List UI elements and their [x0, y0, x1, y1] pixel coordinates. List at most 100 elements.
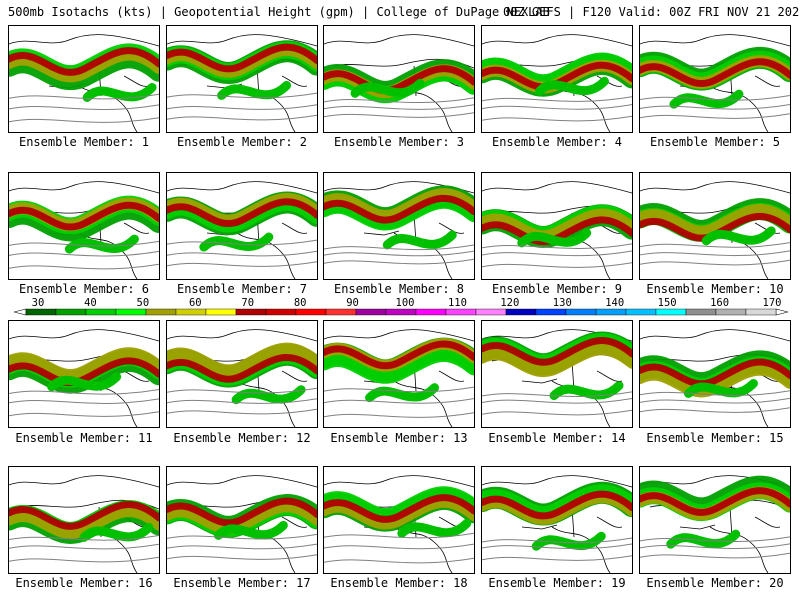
ensemble-member-label: Ensemble Member: 9 [491, 282, 623, 296]
ensemble-member-label: Ensemble Member: 13 [330, 431, 468, 445]
isotach-band [324, 494, 474, 523]
height-contour [640, 543, 790, 549]
legend-tick-label: 90 [346, 297, 359, 309]
height-contour [324, 412, 474, 418]
legend-tick-label: 100 [396, 297, 415, 309]
ensemble-member-label: Ensemble Member: 19 [488, 576, 626, 590]
isotach-band [365, 383, 440, 403]
height-contour [167, 239, 317, 246]
ensemble-map-panel [639, 172, 791, 280]
height-contour [482, 115, 632, 122]
ensemble-member-label: Ensemble Member: 8 [333, 282, 465, 296]
legend-color-swatch [445, 308, 477, 316]
isotach-color-legend: 30 40 50 60 70 80 90 100 110 120 130 140 150 160 170 [13, 297, 789, 316]
legend-color-swatch [175, 308, 207, 316]
legend-color-swatch [625, 308, 657, 316]
legend-tick-label: 70 [241, 297, 254, 309]
isotach-band [167, 342, 317, 377]
height-contour [9, 250, 159, 257]
height-contour [324, 250, 474, 257]
legend-color-swatch [325, 308, 357, 316]
isotach-band [167, 500, 317, 535]
height-contour [482, 243, 632, 249]
height-contour [167, 543, 317, 550]
height-contour [482, 409, 632, 416]
ensemble-member-label: Ensemble Member: 14 [488, 431, 626, 445]
height-contour [9, 117, 159, 123]
height-contour [324, 543, 474, 550]
height-contour [640, 250, 790, 257]
legend-tick-label: 150 [658, 297, 677, 309]
isotach-band [213, 520, 288, 540]
height-contour [640, 242, 790, 248]
ensemble-member-label: Ensemble Member: 6 [18, 282, 150, 296]
ensemble-member-label: Ensemble Member: 4 [491, 135, 623, 149]
legend-color-swatch [415, 308, 447, 316]
height-contour [167, 408, 317, 415]
ensemble-member-label: Ensemble Member: 11 [15, 431, 153, 445]
ensemble-map-panel [166, 466, 318, 574]
height-contour [482, 391, 632, 398]
height-contour [640, 397, 790, 404]
isotach-band [350, 78, 425, 98]
legend-color-swatch [85, 308, 117, 316]
ensemble-member-label: Ensemble Member: 10 [646, 282, 784, 296]
ensemble-map-panel [639, 320, 791, 428]
legend-color-swatch [655, 308, 687, 316]
isotach-band [9, 501, 159, 530]
height-contour [640, 259, 790, 266]
height-contour [167, 261, 317, 267]
height-contour [324, 386, 474, 393]
height-contour [9, 240, 159, 247]
height-contour [167, 554, 317, 560]
ensemble-member-label: Ensemble Member: 12 [173, 431, 311, 445]
legend-color-swatch [595, 308, 627, 316]
legend-tick-label: 30 [32, 297, 45, 309]
height-contour [640, 552, 790, 559]
ensemble-map-panel [8, 172, 160, 280]
isotach-band [549, 381, 624, 401]
height-contour [324, 532, 474, 539]
isotach-band [9, 347, 159, 381]
isotach-band [167, 353, 317, 383]
isotach-band [534, 76, 609, 96]
legend-arrow [13, 308, 27, 316]
height-contour [167, 250, 317, 257]
height-contour [9, 104, 159, 111]
height-contour [640, 95, 790, 101]
ensemble-map-panel [639, 466, 791, 574]
legend-color-swatch [55, 308, 87, 316]
height-contour [9, 388, 159, 395]
isotach-band [640, 358, 790, 388]
height-contour [324, 97, 474, 104]
height-contour [9, 535, 159, 541]
isotach-band [9, 47, 159, 76]
height-contour [640, 407, 790, 413]
ensemble-map-panel [166, 25, 318, 133]
height-contour [9, 398, 159, 404]
isotach-band [517, 228, 592, 248]
height-contour [324, 104, 474, 110]
legend-color-swatch [715, 308, 747, 316]
ensemble-map-panel [481, 320, 633, 428]
legend-color-swatch [205, 308, 237, 316]
ensemble-map-panel [323, 25, 475, 133]
height-contour [167, 533, 317, 540]
legend-color-swatch [25, 308, 57, 316]
height-contour [324, 258, 474, 265]
legend-color-swatch [745, 308, 777, 316]
legend-tick-label: 80 [294, 297, 307, 309]
isotach-band [9, 357, 159, 387]
ensemble-member-label: Ensemble Member: 7 [176, 282, 308, 296]
isotach-band [79, 522, 154, 542]
height-contour [167, 387, 317, 394]
height-contour [324, 557, 474, 564]
legend-tick-label: 40 [84, 297, 97, 309]
isotach-band [47, 372, 122, 392]
ensemble-member-label: Ensemble Member: 15 [646, 431, 784, 445]
isotach-band [482, 208, 632, 243]
ensemble-member-label: Ensemble Member: 1 [18, 135, 150, 149]
isotach-band [683, 379, 758, 399]
ensemble-map-panel [639, 25, 791, 133]
ensemble-member-label: Ensemble Member: 16 [15, 576, 153, 590]
